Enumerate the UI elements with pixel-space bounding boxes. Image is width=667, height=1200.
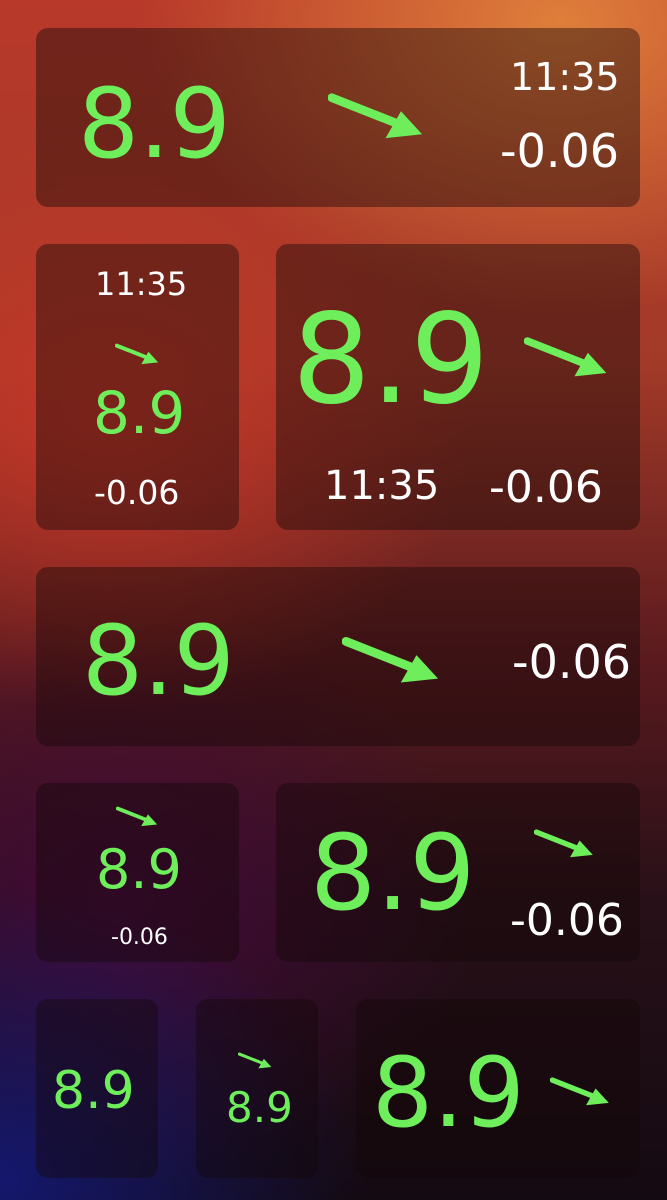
glucose-widget-medium-arrow[interactable]: 8.9 <box>356 999 640 1178</box>
trend-arrow-icon <box>524 334 608 380</box>
glucose-delta: -0.06 <box>512 635 632 689</box>
glucose-delta: -0.06 <box>94 473 180 512</box>
reading-time: 11:35 <box>324 463 440 509</box>
glucose-widget-large[interactable]: 8.9 11:35 -0.06 <box>276 244 640 530</box>
glucose-delta: -0.06 <box>510 895 624 946</box>
reading-time: 11:35 <box>510 55 620 99</box>
glucose-value: 8.9 <box>226 1083 293 1132</box>
trend-arrow-icon <box>116 805 158 828</box>
trend-arrow-icon <box>328 90 424 142</box>
glucose-widget-small-delta[interactable]: 8.9 -0.06 <box>36 783 239 962</box>
glucose-value: 8.9 <box>93 379 186 447</box>
glucose-value: 8.9 <box>372 1037 525 1149</box>
glucose-value: 8.9 <box>310 812 476 934</box>
glucose-delta: -0.06 <box>500 124 620 178</box>
trend-arrow-icon <box>534 827 594 860</box>
trend-arrow-icon <box>115 342 159 366</box>
glucose-widget-tiny-arrow[interactable]: 8.9 <box>196 999 318 1178</box>
glucose-value: 8.9 <box>292 288 490 432</box>
glucose-value: 8.9 <box>52 1061 135 1121</box>
glucose-value: 8.9 <box>82 605 235 717</box>
glucose-widget-tiny[interactable]: 8.9 <box>36 999 158 1178</box>
glucose-value: 8.9 <box>78 68 231 180</box>
trend-arrow-icon <box>550 1075 610 1108</box>
trend-arrow-icon <box>342 633 440 687</box>
trend-arrow-icon <box>238 1051 272 1070</box>
glucose-delta: -0.06 <box>489 462 603 513</box>
glucose-widget-small[interactable]: 11:35 8.9 -0.06 <box>36 244 239 530</box>
reading-time: 11:35 <box>95 265 188 303</box>
glucose-value: 8.9 <box>96 838 182 901</box>
glucose-delta: -0.06 <box>111 925 168 950</box>
glucose-widget-wide-delta[interactable]: 8.9 -0.06 <box>36 567 640 746</box>
glucose-widget-wide[interactable]: 8.9 11:35 -0.06 <box>36 28 640 207</box>
glucose-widget-medium-delta[interactable]: 8.9 -0.06 <box>276 783 640 962</box>
